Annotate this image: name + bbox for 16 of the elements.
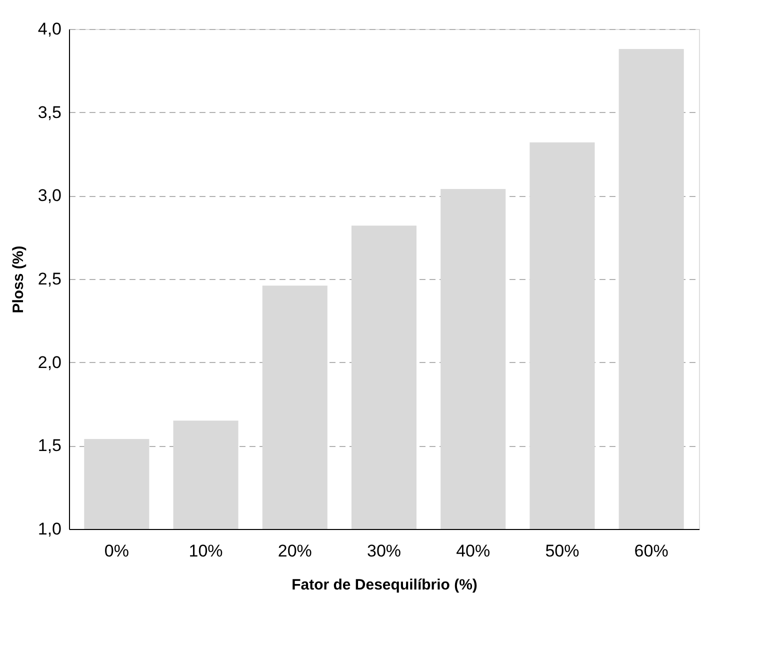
y-tick-label: 3,5 <box>38 102 62 122</box>
y-tick-label: 2,0 <box>38 352 62 372</box>
x-tick-label: 60% <box>634 542 668 560</box>
x-tick-label: 20% <box>278 542 312 560</box>
y-tick-label: 1,0 <box>38 520 62 538</box>
y-tick-label: 4,0 <box>38 20 62 38</box>
y-axis-title: Ploss (%) <box>10 246 27 314</box>
x-tick-label: 50% <box>545 542 580 560</box>
x-tick-label: 30% <box>366 542 402 560</box>
y-tick-label: 3,0 <box>38 186 62 206</box>
y-tick-label: 1,5 <box>38 436 62 456</box>
x-axis-title: Fator de Desequilíbrio (%) <box>292 576 478 594</box>
x-tick-label: 40% <box>456 542 490 560</box>
y-tick-label: 2,5 <box>38 270 62 288</box>
x-tick-label: 10% <box>188 542 223 560</box>
x-tick-label: 0% <box>104 542 129 560</box>
